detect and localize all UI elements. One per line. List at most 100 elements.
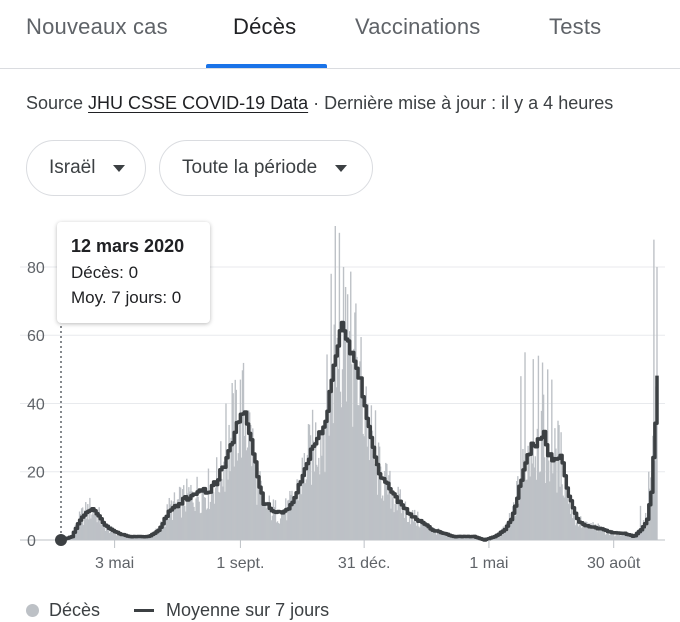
deaths-bar — [144, 536, 147, 540]
deaths-bar — [544, 483, 547, 540]
deaths-bar — [627, 534, 629, 540]
chart-tooltip: 12 mars 2020 Décès: 0 Moy. 7 jours: 0 — [57, 222, 210, 323]
deaths-bar — [333, 324, 335, 540]
deaths-bar — [250, 424, 252, 540]
deaths-bar — [435, 534, 438, 540]
deaths-bar — [105, 526, 108, 540]
deaths-bar — [655, 386, 657, 540]
deaths-bar — [137, 537, 140, 540]
deaths-bar — [300, 494, 302, 540]
deaths-bar — [556, 492, 558, 540]
deaths-bar — [651, 472, 653, 540]
deaths-bar — [584, 526, 586, 540]
deaths-bar — [342, 266, 345, 540]
period-label: Toute la période — [182, 157, 318, 178]
deaths-bar — [88, 519, 90, 540]
deaths-bar — [316, 464, 318, 540]
deaths-bar — [394, 503, 396, 540]
deaths-bar — [263, 493, 265, 540]
deaths-legend-dot-icon — [26, 604, 39, 617]
deaths-bar — [449, 534, 451, 540]
deaths-bar — [415, 522, 417, 540]
deaths-bar — [590, 523, 592, 540]
tab-new-cases[interactable]: Nouveaux cas — [26, 14, 168, 39]
deaths-bar — [393, 512, 395, 540]
deaths-bar — [633, 536, 636, 540]
deaths-bar — [235, 389, 237, 540]
deaths-bar — [421, 521, 423, 540]
deaths-bar — [545, 441, 548, 540]
deaths-bar — [594, 524, 596, 540]
deaths-bar — [360, 337, 362, 540]
tab-vaccinations[interactable]: Vaccinations — [355, 14, 481, 39]
deaths-bar — [520, 376, 522, 540]
deaths-bar — [157, 529, 159, 540]
deaths-bar — [127, 535, 129, 540]
deaths-bar — [440, 530, 443, 540]
deaths-bar — [453, 537, 455, 540]
y-tick-label: 80 — [27, 260, 45, 277]
deaths-bar — [238, 424, 241, 540]
deaths-bar — [223, 461, 225, 540]
deaths-bar — [459, 537, 461, 540]
deaths-bar — [620, 535, 622, 540]
deaths-bar — [354, 312, 356, 540]
deaths-bar — [572, 511, 575, 540]
deaths-bar — [462, 537, 464, 540]
tab-deaths[interactable]: Décès — [233, 14, 297, 39]
deaths-bar — [425, 522, 427, 540]
deaths-bar — [540, 410, 543, 540]
deaths-bar — [76, 525, 79, 540]
country-dropdown[interactable]: Israël — [26, 140, 146, 196]
deaths-bar — [118, 534, 120, 540]
hover-point — [55, 534, 67, 546]
y-tick-label: 60 — [27, 328, 45, 345]
source-link[interactable]: JHU CSSE COVID-19 Data — [88, 93, 309, 113]
deaths-bar — [621, 531, 623, 540]
deaths-bar — [634, 535, 637, 540]
deaths-bar — [126, 537, 128, 540]
deaths-bar — [193, 506, 195, 540]
tab-tests[interactable]: Tests — [549, 14, 602, 39]
deaths-bar — [614, 536, 616, 540]
deaths-bar — [427, 528, 429, 540]
deaths-bar — [220, 441, 222, 540]
deaths-bar — [585, 521, 587, 540]
seven-day-average-line — [61, 320, 659, 542]
deaths-bar — [575, 522, 578, 540]
deaths-bar — [639, 505, 642, 540]
deaths-bar — [380, 498, 383, 540]
deaths-bar — [530, 455, 532, 540]
deaths-bar — [607, 530, 610, 540]
deaths-bar — [629, 536, 631, 540]
deaths-bar — [362, 433, 364, 540]
deaths-bar — [325, 428, 327, 540]
deaths-chart[interactable]: 0 20 40 60 80 3 mai 1 sept. 31 déc. 1 mai 30 aoû… — [0, 205, 680, 585]
deaths-bar — [205, 509, 208, 540]
average-legend-line-icon — [134, 609, 155, 612]
deaths-bar — [653, 239, 655, 541]
deaths-bar — [561, 484, 563, 540]
deaths-bar — [258, 480, 260, 540]
deaths-bar — [185, 511, 187, 540]
deaths-bar — [534, 456, 537, 540]
deaths-bar — [184, 505, 186, 540]
deaths-bar — [638, 530, 641, 540]
deaths-bar — [87, 504, 89, 540]
deaths-bar — [395, 503, 397, 540]
deaths-bar — [373, 464, 376, 540]
deaths-bar — [370, 405, 373, 540]
deaths-bar — [504, 529, 507, 540]
deaths-bar — [321, 455, 323, 540]
deaths-bar — [611, 530, 614, 540]
deaths-bar — [397, 486, 399, 540]
deaths-bar — [219, 492, 221, 540]
deaths-bar — [533, 467, 535, 540]
period-dropdown[interactable]: Toute la période — [159, 140, 373, 196]
deaths-bar — [559, 486, 561, 540]
deaths-bar — [91, 514, 93, 540]
deaths-bar — [601, 530, 604, 540]
deaths-bar — [252, 428, 254, 540]
deaths-bar — [245, 450, 248, 540]
